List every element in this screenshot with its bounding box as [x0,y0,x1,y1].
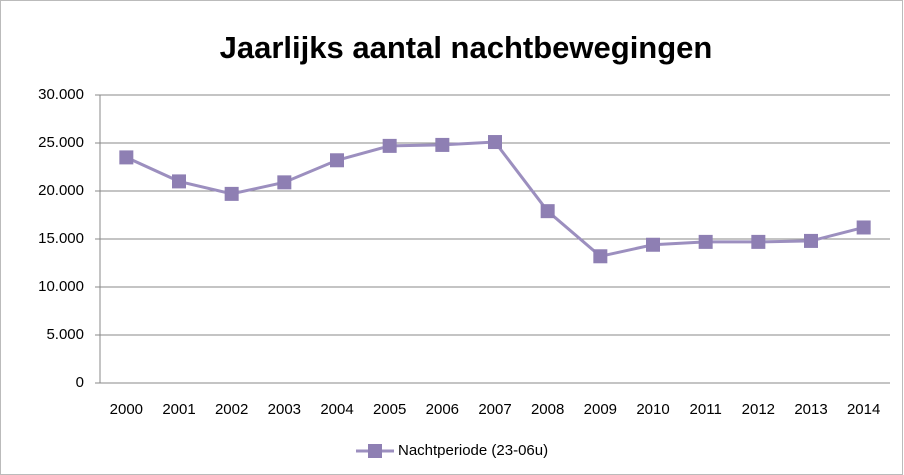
x-tick-label: 2002 [215,401,248,418]
data-marker [698,234,713,249]
x-tick-label: 2010 [636,401,669,418]
y-tick-label: 10.000 [38,278,84,295]
y-tick-label: 25.000 [38,134,84,151]
y-tick-label: 5.000 [46,326,84,343]
data-marker [540,204,555,219]
data-marker [119,150,134,165]
x-tick-label: 2011 [690,401,722,418]
x-tick-label: 2013 [794,401,827,418]
data-marker [435,137,450,152]
data-marker [856,220,871,235]
data-marker [172,174,186,189]
data-marker [646,237,660,252]
x-tick-label: 2003 [268,401,301,418]
y-tick-label: 20.000 [38,182,84,199]
x-tick-label: 2005 [373,401,406,418]
y-tick-label: 15.000 [38,230,84,247]
x-tick-label: 2004 [320,401,353,418]
legend-marker [368,444,382,458]
data-marker [593,249,608,264]
x-tick-label: 2001 [162,401,195,418]
y-tick-label: 30.000 [38,86,84,103]
x-tick-label: 2006 [426,401,459,418]
legend-label: Nachtperiode (23-06u) [398,442,548,459]
data-marker [804,233,818,248]
data-marker [488,135,502,150]
y-tick-label: 0 [76,374,84,391]
x-tick-label: 2012 [742,401,775,418]
data-marker [382,138,397,153]
x-tick-label: 2007 [478,401,511,418]
data-marker [330,153,344,168]
data-marker [751,234,766,249]
x-tick-label: 2014 [847,401,880,418]
x-tick-label: 2008 [531,401,564,418]
x-tick-label: 2009 [584,401,617,418]
data-marker [224,186,239,201]
x-tick-label: 2000 [110,401,143,418]
data-marker [277,175,292,190]
chart-title: Jaarlijks aantal nachtbewegingen [220,30,713,65]
